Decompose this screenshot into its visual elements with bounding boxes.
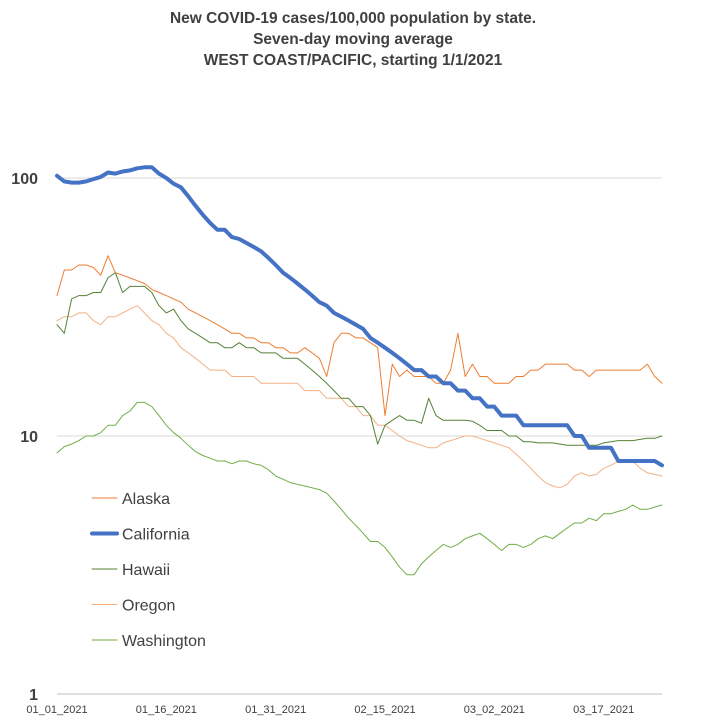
x-tick-label: 01_16_2021 [136,704,197,716]
legend: Alaska California Hawaii Oregon Washington [90,491,206,650]
legend-item-hawaii: Hawaii [91,562,170,579]
x-axis-ticks: 01_01_2021 01_16_2021 01_31_2021 02_15_2021… [26,704,634,716]
chart-title: New COVID-19 cases/100,000 population by… [0,8,706,71]
x-tick-label: 03_17_2021 [573,704,634,716]
legend-item-alaska: Alaska [91,491,170,508]
x-tick-label: 01_01_2021 [26,704,87,716]
y-axis-ticks: 1 10 100 [11,171,38,704]
legend-label: Hawaii [122,562,170,579]
legend-label: Alaska [122,491,170,508]
series-line-washington [56,401,663,576]
x-tick-label: 03_02_2021 [464,704,525,716]
y-tick-label: 100 [11,171,38,188]
series-line-alaska [56,255,663,417]
legend-item-california: California [90,527,190,544]
x-tick-label: 01_31_2021 [245,704,306,716]
series-line-hawaii [56,272,663,446]
legend-item-washington: Washington [91,633,206,650]
series-line-california [55,165,664,468]
legend-item-oregon: Oregon [91,598,175,615]
chart-title-line-3: WEST COAST/PACIFIC, starting 1/1/2021 [203,52,503,69]
series-line-oregon [56,305,663,489]
grid-lines [57,177,662,695]
x-tick-label: 02_15_2021 [354,704,415,716]
y-tick-label: 1 [29,687,38,704]
chart-title-line-1: New COVID-19 cases/100,000 population by… [169,10,537,27]
legend-label: California [122,527,190,544]
chart-title-line-2: Seven-day moving average [253,31,453,48]
series-lines [55,165,664,576]
legend-label: Oregon [122,598,175,615]
legend-label: Washington [122,633,206,650]
y-tick-label: 10 [20,429,38,446]
